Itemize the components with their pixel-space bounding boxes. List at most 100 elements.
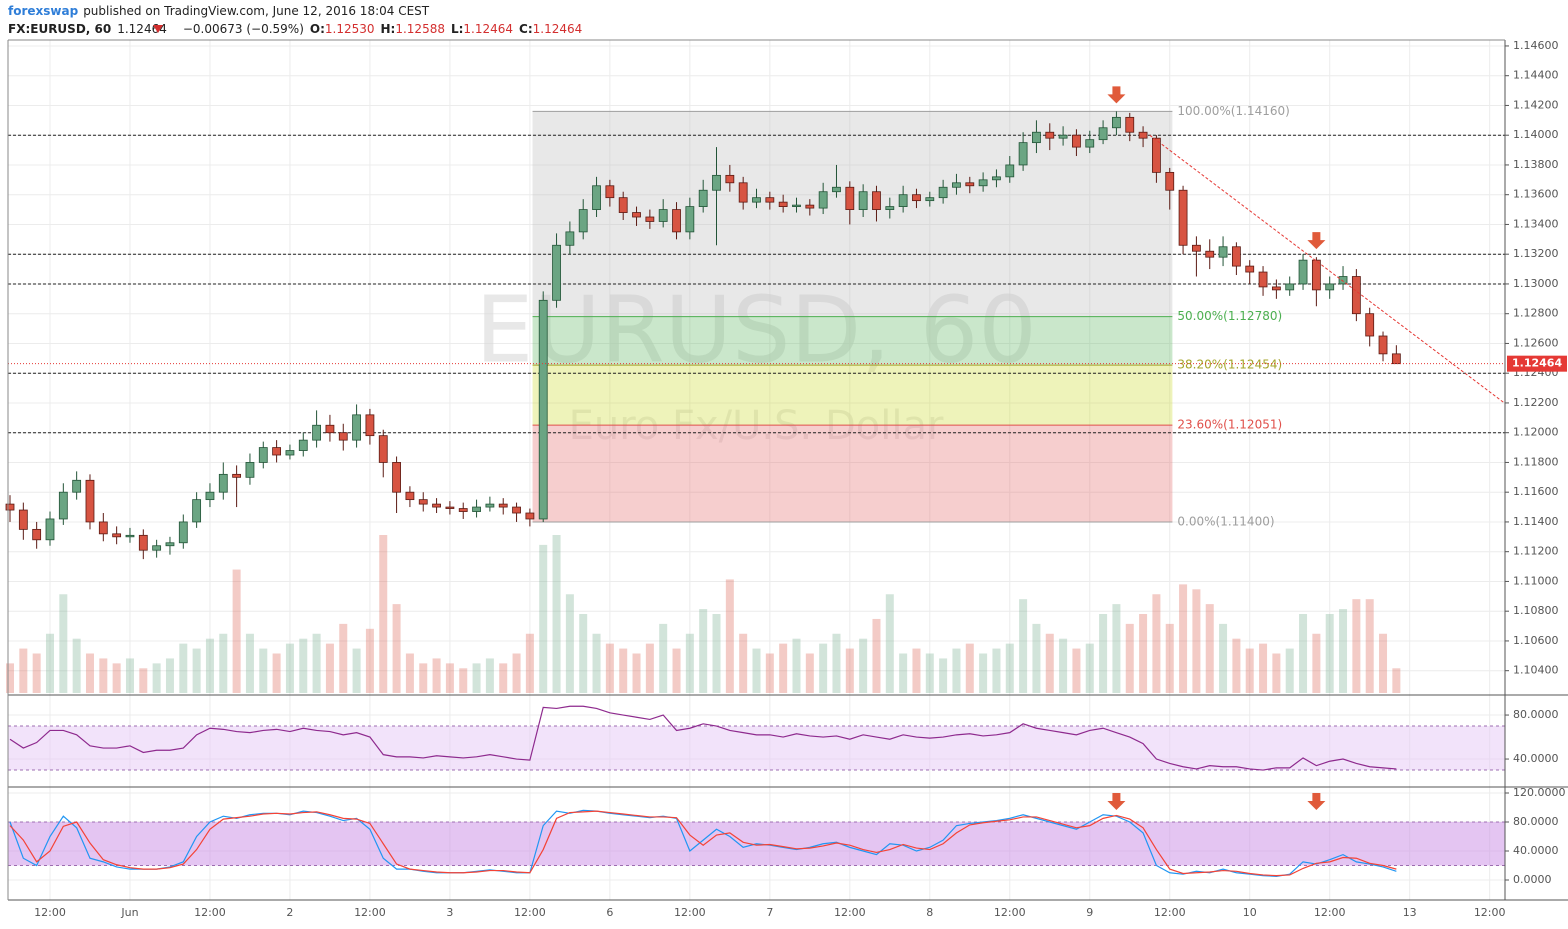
volume-bar [739,633,748,693]
y-tick-label: 1.11200 [1513,545,1559,558]
y-tick-label: 1.12600 [1513,336,1559,349]
y-tick-label: 1.12800 [1513,307,1559,320]
plot-layer: 12:00 Jun 12:00 2 12:00 3 12:00 6 12:00 7 12:00 8 12… [5,39,1567,919]
y-tick-label: 1.11000 [1513,574,1559,587]
candle-body [1098,127,1108,141]
candle-body [712,174,721,191]
volume-bar [259,648,268,693]
candle-body [178,521,188,544]
candle-body [1192,244,1201,252]
volume-bar [365,628,374,693]
volume-bar [152,663,161,693]
x-tick-label: 9 [1086,906,1093,919]
volume-bar [1245,648,1254,693]
y-tick-label: 1.13400 [1513,217,1559,230]
candle-body [272,447,282,456]
x-tick-label: 6 [606,906,613,919]
volume-bar [765,653,774,693]
x-tick-label: 12:00 [834,906,866,919]
candle-body [58,491,68,520]
candle-body [45,518,55,541]
volume-bar [1312,633,1321,693]
volume-bar [565,594,574,693]
volume-bar [272,653,281,693]
candle-body [445,506,455,509]
volume-bar [619,648,628,693]
candle-body [1138,131,1148,139]
volume-bar [925,653,934,693]
author[interactable]: forexswap [8,4,79,18]
x-tick-label: 12:00 [1474,906,1506,919]
volume-bar [632,653,641,693]
volume-bar [579,614,588,693]
x-tick-label: 12:00 [1154,906,1186,919]
candle-body [658,209,668,222]
volume-bar [779,643,788,693]
volume-bar [712,614,721,693]
volume-bar [432,658,441,693]
candle-body [1112,116,1121,129]
volume-bar [1299,614,1308,693]
fib-zone [532,365,1173,426]
volume-bar [1072,648,1081,693]
y-tick-label: 1.10600 [1513,634,1559,647]
volume-bar [1019,599,1028,693]
y-tick-label: 80.0000 [1513,815,1559,828]
candle-body [18,509,28,530]
candle-body [832,186,841,193]
candle-body [285,450,295,456]
volume-bar [952,648,961,693]
volume-bar [125,658,134,693]
volume-bar [72,638,81,693]
volume-bar [485,658,494,693]
volume-bar [819,643,828,693]
ohlc-value: 1.12588 [395,22,445,36]
volume-bar [1192,589,1201,693]
band [8,726,1505,771]
fib-label: 50.00%(1.12780) [1177,309,1282,323]
candle-body [885,206,895,210]
volume-bar [1285,648,1294,693]
volume-bar [1272,653,1281,693]
candle-body [778,201,788,207]
down-icon [153,25,163,33]
fib-label: 0.00%(1.11400) [1177,514,1274,528]
y-tick-label: 1.11400 [1513,515,1559,528]
candle-body [338,432,348,441]
candle-body [1125,116,1135,133]
x-tick-label: 12:00 [194,906,226,919]
volume-bar [405,653,414,693]
x-tick-label: 12:00 [34,906,66,919]
candle-body [938,186,948,199]
volume-bar [472,663,481,693]
y-tick-label: 1.12000 [1513,426,1559,439]
volume-bar [1005,643,1014,693]
volume-bar [672,648,681,693]
volume-bar [1259,643,1268,693]
volume-bar [205,638,214,693]
candle-body [352,414,361,441]
volume-bar [1205,604,1214,693]
candle-body [1351,276,1361,315]
candle-body [578,209,588,233]
candle-body [792,204,801,207]
y-tick-label: 1.11600 [1513,485,1559,498]
candle-body [725,174,735,184]
y-tick-label: 1.14400 [1513,69,1559,82]
candle-body [978,179,988,187]
candle-body [205,491,215,501]
candle-body [72,479,82,493]
candle-body [1298,259,1308,285]
ohlc-value: 1.12464 [533,22,583,36]
volume-bar [685,633,694,693]
volume-bar [645,643,654,693]
y-tick-label: 1.12200 [1513,396,1559,409]
volume-bar [1379,633,1388,693]
volume-bar [552,535,561,693]
volume-bar [525,633,534,693]
header-line-2: FX:EURUSD, 60 1.12464 −0.00673 (−0.59%) O:1… [8,22,582,36]
candle-body [1085,139,1095,148]
y-tick-label: 80.0000 [1513,708,1559,721]
